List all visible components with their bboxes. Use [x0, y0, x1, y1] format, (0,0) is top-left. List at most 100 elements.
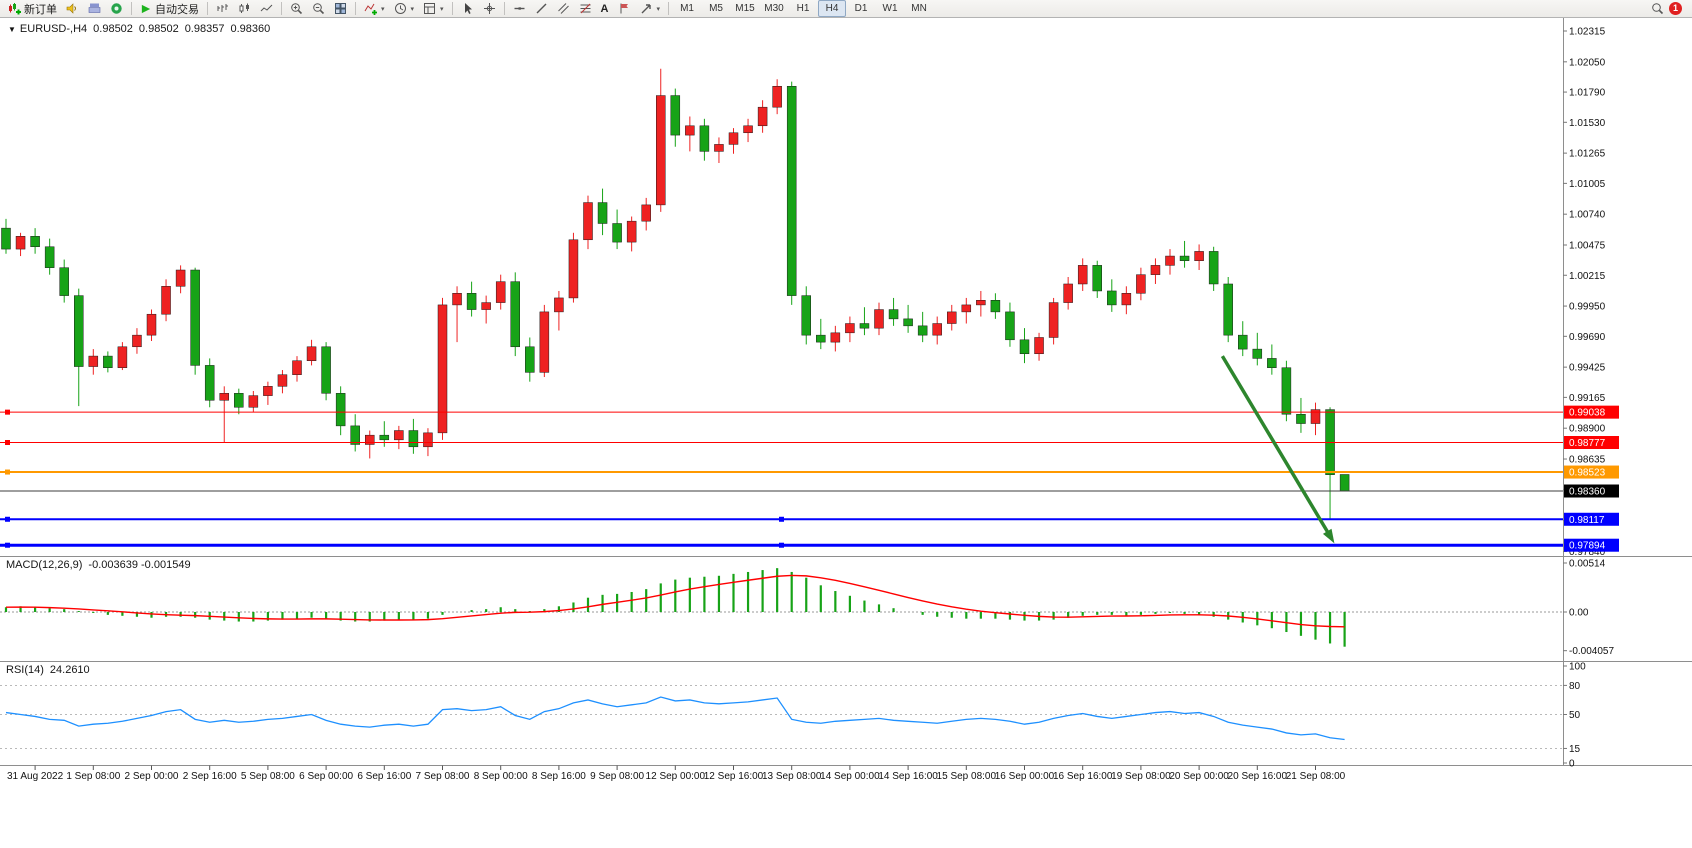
community-button[interactable] [106, 0, 127, 18]
zoom-in-icon [290, 2, 303, 15]
line-handle [5, 440, 10, 446]
svg-text:14 Sep 16:00: 14 Sep 16:00 [878, 771, 938, 782]
zoom-out-button[interactable] [308, 0, 329, 18]
price-tag [1564, 465, 1619, 479]
chevron-down-icon: ▾ [656, 5, 661, 13]
price-tag [1564, 436, 1619, 450]
svg-text:0.00: 0.00 [1569, 608, 1589, 619]
printer-icon [88, 2, 101, 15]
chart-collapse-button[interactable]: ▼ [8, 25, 16, 34]
fibonacci-icon [579, 2, 592, 15]
new-order-label: 新订单 [24, 3, 57, 16]
svg-text:20 Sep 16:00: 20 Sep 16:00 [1228, 771, 1288, 782]
timeframe-h1-button[interactable]: H1 [796, 3, 810, 14]
indicators-button[interactable]: ▾ [360, 0, 389, 18]
svg-text:0.97840: 0.97840 [1569, 547, 1606, 558]
svg-text:8 Sep 00:00: 8 Sep 00:00 [474, 771, 528, 782]
line-handle [5, 469, 10, 475]
periods-button[interactable]: ▾ [390, 0, 419, 18]
timeframe-h4-button[interactable]: H4 [818, 0, 847, 17]
svg-text:0.97894: 0.97894 [1569, 541, 1606, 552]
new-order-button[interactable]: 新订单 [4, 0, 61, 18]
toolbar-separator [281, 2, 282, 15]
macd-label: MACD(12,26,9) [6, 559, 83, 571]
bar-chart-button[interactable] [212, 0, 233, 18]
time-axis[interactable]: 31 Aug 2022 1 Sep 08:00 2 Sep 00:00 2 Sep 1… [7, 765, 1346, 783]
line-handle [779, 516, 784, 522]
svg-text:0: 0 [1569, 759, 1575, 770]
price-tag [1564, 538, 1619, 552]
current-price-tag [1564, 484, 1619, 498]
svg-text:14 Sep 00:00: 14 Sep 00:00 [820, 771, 880, 782]
svg-text:7 Sep 08:00: 7 Sep 08:00 [416, 771, 470, 782]
horizontal-line-object[interactable]: 0.98117 [0, 512, 1619, 526]
autotrading-button[interactable]: 自动交易 [136, 0, 203, 18]
cursor-tool-button[interactable] [457, 0, 478, 18]
toolbar: 新订单 自动交易 [0, 0, 1692, 18]
search-button[interactable] [1647, 0, 1668, 18]
arrow-tool-icon [640, 2, 653, 15]
svg-text:15 Sep 08:00: 15 Sep 08:00 [937, 771, 997, 782]
low-value: 0.98357 [184, 23, 225, 35]
line-chart-button[interactable] [256, 0, 277, 18]
autotrading-label: 自动交易 [155, 3, 199, 16]
timeframe-m15-button[interactable]: M15 [735, 3, 755, 14]
svg-text:1.02315: 1.02315 [1569, 27, 1606, 38]
svg-text:12 Sep 00:00: 12 Sep 00:00 [646, 771, 706, 782]
timeframe-w1-button[interactable]: W1 [882, 3, 898, 14]
line-handle [5, 516, 10, 522]
svg-text:0.98523: 0.98523 [1569, 468, 1606, 479]
svg-text:0.99690: 0.99690 [1569, 332, 1606, 343]
horizontal-line-object[interactable]: 0.97894 [0, 538, 1619, 552]
toolbar-separator [207, 2, 208, 15]
timeframe-m30-button[interactable]: M30 [764, 3, 784, 14]
svg-text:2 Sep 16:00: 2 Sep 16:00 [183, 771, 237, 782]
price-axis[interactable]: 1.02315 1.02050 1.01790 1.01530 1.01265 1.010… [1563, 27, 1614, 770]
timeframe-m1-button[interactable]: M1 [680, 3, 694, 14]
horizontal-line-object[interactable]: 0.98523 [0, 465, 1619, 479]
svg-text:50: 50 [1569, 710, 1581, 721]
chevron-down-icon: ▾ [440, 5, 444, 13]
fibonacci-tool-button[interactable] [575, 0, 596, 18]
trend-arrow-object[interactable] [1220, 355, 1335, 544]
speaker-button[interactable] [62, 0, 83, 18]
horizontal-line-tool-button[interactable] [509, 0, 530, 18]
svg-text:0.98900: 0.98900 [1569, 424, 1606, 435]
svg-text:6 Sep 00:00: 6 Sep 00:00 [299, 771, 353, 782]
svg-text:31 Aug 2022: 31 Aug 2022 [7, 771, 64, 782]
arrows-tool-button[interactable]: ▾ [636, 0, 665, 18]
timeframe-d1-button[interactable]: D1 [854, 3, 868, 14]
svg-text:1.01005: 1.01005 [1569, 179, 1606, 190]
candle-chart-button[interactable] [234, 0, 255, 18]
svg-text:-0.004057: -0.004057 [1569, 646, 1614, 657]
price-tag [1564, 512, 1619, 526]
templates-button[interactable]: ▾ [419, 0, 448, 18]
text-tool-button[interactable]: A [597, 0, 613, 18]
panel-borders [0, 18, 1692, 766]
candle-chart-icon [238, 2, 251, 15]
timeframe-m5-button[interactable]: M5 [709, 3, 723, 14]
svg-text:1.01530: 1.01530 [1569, 118, 1606, 129]
channel-tool-button[interactable] [553, 0, 574, 18]
trendline-tool-button[interactable] [531, 0, 552, 18]
svg-text:100: 100 [1569, 662, 1586, 673]
toolbar-separator [131, 2, 132, 15]
svg-text:0.98117: 0.98117 [1569, 515, 1605, 526]
crosshair-tool-button[interactable] [479, 0, 500, 18]
zoom-in-button[interactable] [286, 0, 307, 18]
svg-text:6 Sep 16:00: 6 Sep 16:00 [357, 771, 411, 782]
label-tool-button[interactable] [614, 0, 635, 18]
horizontal-line-object[interactable]: 0.99038 [0, 405, 1619, 419]
svg-text:0.98777: 0.98777 [1569, 438, 1606, 449]
svg-text:20 Sep 00:00: 20 Sep 00:00 [1169, 771, 1229, 782]
print-button[interactable] [84, 0, 105, 18]
toolbar-separator [668, 2, 670, 15]
tile-windows-button[interactable] [330, 0, 351, 18]
toolbar-separator [503, 2, 505, 15]
rsi-label: RSI(14) [6, 664, 44, 676]
notification-badge[interactable]: 1 [1669, 2, 1682, 15]
timeframe-mn-button[interactable]: MN [911, 3, 927, 14]
horizontal-line-object[interactable]: 0.98777 [0, 436, 1619, 450]
cursor-icon [461, 2, 474, 15]
